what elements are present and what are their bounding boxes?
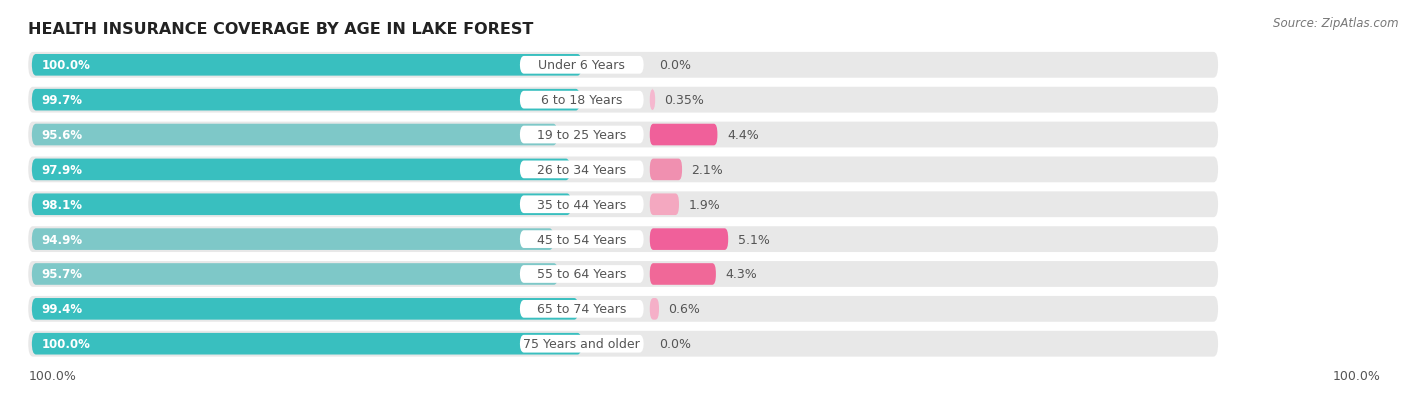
Text: 19 to 25 Years: 19 to 25 Years (537, 129, 627, 142)
Text: 100.0%: 100.0% (28, 369, 76, 382)
FancyBboxPatch shape (650, 298, 659, 320)
FancyBboxPatch shape (28, 88, 1218, 113)
Text: 55 to 64 Years: 55 to 64 Years (537, 268, 627, 281)
FancyBboxPatch shape (28, 122, 1218, 148)
FancyBboxPatch shape (520, 161, 644, 179)
FancyBboxPatch shape (650, 90, 655, 111)
FancyBboxPatch shape (650, 124, 717, 146)
Text: 45 to 54 Years: 45 to 54 Years (537, 233, 627, 246)
FancyBboxPatch shape (28, 157, 1218, 183)
FancyBboxPatch shape (28, 261, 1218, 287)
FancyBboxPatch shape (520, 196, 644, 214)
Text: Source: ZipAtlas.com: Source: ZipAtlas.com (1274, 17, 1399, 29)
FancyBboxPatch shape (32, 159, 571, 181)
Text: 99.7%: 99.7% (41, 94, 83, 107)
FancyBboxPatch shape (28, 331, 1218, 357)
Text: 0.35%: 0.35% (665, 94, 704, 107)
Text: 99.4%: 99.4% (41, 303, 83, 316)
FancyBboxPatch shape (520, 126, 644, 144)
Text: 65 to 74 Years: 65 to 74 Years (537, 303, 627, 316)
FancyBboxPatch shape (520, 92, 644, 109)
FancyBboxPatch shape (32, 229, 554, 250)
FancyBboxPatch shape (650, 194, 679, 216)
Text: HEALTH INSURANCE COVERAGE BY AGE IN LAKE FOREST: HEALTH INSURANCE COVERAGE BY AGE IN LAKE… (28, 22, 534, 37)
Text: 0.0%: 0.0% (659, 59, 692, 72)
Text: 4.3%: 4.3% (725, 268, 756, 281)
FancyBboxPatch shape (32, 263, 558, 285)
Text: 98.1%: 98.1% (41, 198, 83, 211)
FancyBboxPatch shape (32, 333, 582, 355)
FancyBboxPatch shape (650, 229, 728, 250)
FancyBboxPatch shape (650, 263, 716, 285)
FancyBboxPatch shape (32, 124, 558, 146)
FancyBboxPatch shape (32, 194, 571, 216)
Text: Under 6 Years: Under 6 Years (538, 59, 626, 72)
FancyBboxPatch shape (520, 300, 644, 318)
FancyBboxPatch shape (520, 231, 644, 248)
Text: 4.4%: 4.4% (727, 129, 759, 142)
Text: 0.0%: 0.0% (659, 337, 692, 350)
Text: 1.9%: 1.9% (689, 198, 720, 211)
Text: 26 to 34 Years: 26 to 34 Years (537, 164, 626, 176)
Text: 97.9%: 97.9% (41, 164, 83, 176)
FancyBboxPatch shape (650, 159, 682, 181)
FancyBboxPatch shape (32, 298, 578, 320)
FancyBboxPatch shape (28, 227, 1218, 252)
Text: 95.6%: 95.6% (41, 129, 83, 142)
FancyBboxPatch shape (520, 57, 644, 74)
Text: 100.0%: 100.0% (1333, 369, 1381, 382)
FancyBboxPatch shape (28, 192, 1218, 218)
Text: 95.7%: 95.7% (41, 268, 83, 281)
FancyBboxPatch shape (28, 296, 1218, 322)
FancyBboxPatch shape (520, 266, 644, 283)
Text: 35 to 44 Years: 35 to 44 Years (537, 198, 627, 211)
FancyBboxPatch shape (28, 53, 1218, 78)
Text: 5.1%: 5.1% (738, 233, 769, 246)
Text: 6 to 18 Years: 6 to 18 Years (541, 94, 623, 107)
FancyBboxPatch shape (32, 90, 581, 111)
FancyBboxPatch shape (32, 55, 582, 76)
Text: 2.1%: 2.1% (692, 164, 723, 176)
Text: 100.0%: 100.0% (41, 59, 90, 72)
FancyBboxPatch shape (520, 335, 644, 353)
Text: 100.0%: 100.0% (41, 337, 90, 350)
Text: 94.9%: 94.9% (41, 233, 83, 246)
Text: 75 Years and older: 75 Years and older (523, 337, 640, 350)
Text: 0.6%: 0.6% (668, 303, 700, 316)
